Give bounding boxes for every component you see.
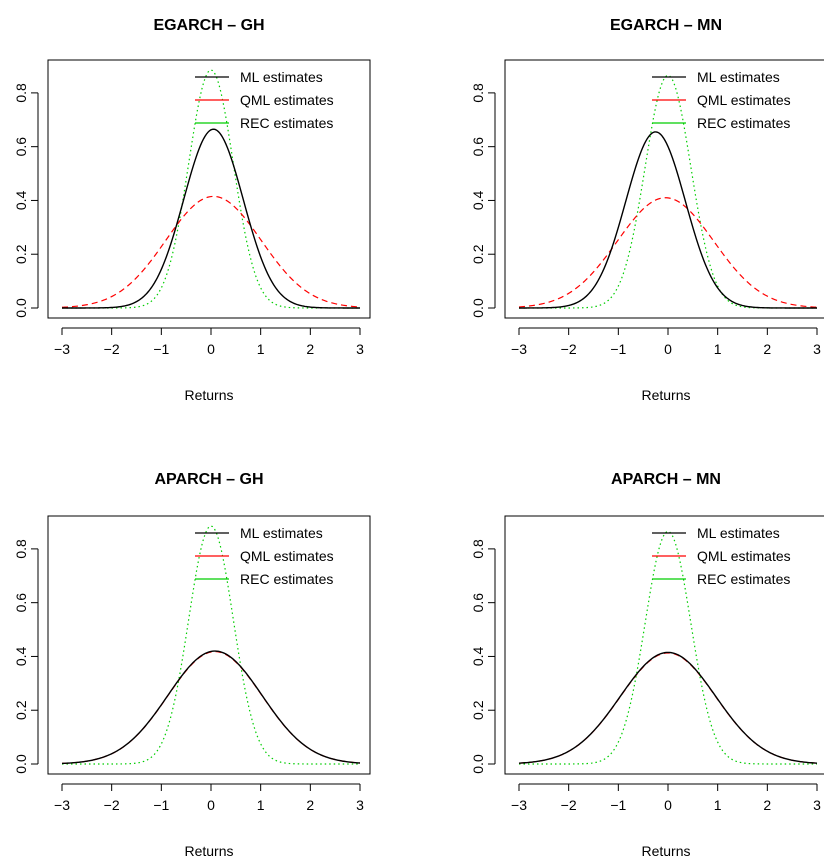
x-tick-label: −3 (511, 341, 527, 357)
series-line-qml (61, 651, 361, 765)
y-tick-label: 0.2 (470, 244, 486, 264)
chart-panel: EGARCH – MN −3 −2 −1 0 1 2 3 0.0 0.2 0.4 0.6 0.8 Retu… (470, 17, 824, 403)
legend-label: QML estimates (240, 92, 334, 108)
legend-label: ML estimates (697, 69, 780, 85)
y-tick-label: 0.4 (470, 191, 486, 211)
x-tick-label: −2 (104, 797, 120, 813)
legend-label: REC estimates (240, 115, 333, 131)
x-tick-label: 2 (763, 341, 771, 357)
series-line-qml (61, 195, 361, 308)
y-tick-label: 0.6 (13, 137, 29, 157)
y-tick-label: 0.8 (13, 539, 29, 559)
y-tick-label: 0.4 (13, 191, 29, 211)
chart-panel: APARCH – MN −3 −2 −1 0 1 2 3 0.0 0.2 0.4 0.6 0.8 Retu… (470, 471, 824, 859)
x-tick-label: −2 (561, 797, 577, 813)
x-tick-label: 3 (813, 341, 821, 357)
y-tick-label: 0.4 (470, 647, 486, 667)
x-axis-label: Returns (641, 387, 690, 403)
x-tick-label: −2 (104, 341, 120, 357)
chart-title: EGARCH – GH (153, 17, 264, 34)
chart-title: EGARCH – MN (610, 17, 722, 34)
plot-frame (47, 59, 371, 319)
y-tick-label: 0.2 (13, 700, 29, 720)
plot-frame (504, 59, 824, 319)
chart-title: APARCH – MN (611, 471, 721, 488)
series-line-rec (519, 530, 817, 765)
x-tick-label: −1 (153, 797, 169, 813)
legend-label: ML estimates (240, 525, 323, 541)
y-tick-label: 0.4 (13, 647, 29, 667)
y-tick-label: 0.2 (13, 244, 29, 264)
series-line-rec (519, 74, 817, 309)
x-tick-label: 1 (714, 797, 722, 813)
x-tick-label: 0 (664, 797, 672, 813)
legend-label: REC estimates (240, 571, 333, 587)
y-tick-label: 0.8 (470, 539, 486, 559)
x-tick-label: 2 (306, 341, 314, 357)
legend-label: ML estimates (697, 525, 780, 541)
y-tick-label: 0.0 (13, 298, 29, 318)
chart-panel: EGARCH – GH −3 −2 −1 0 1 2 3 0.0 0.2 0.4 0.6 0.8 Retu… (13, 17, 371, 403)
legend-label: ML estimates (240, 69, 323, 85)
legend-label: QML estimates (697, 92, 791, 108)
x-tick-label: 1 (714, 341, 722, 357)
y-tick-label: 0.6 (470, 137, 486, 157)
series-line-qml (518, 197, 818, 308)
x-tick-label: −1 (610, 797, 626, 813)
x-tick-label: −3 (54, 797, 70, 813)
x-tick-label: −3 (511, 797, 527, 813)
series-line-qml (518, 652, 818, 764)
series-line-ml (61, 650, 361, 765)
x-tick-label: −1 (610, 341, 626, 357)
x-tick-label: 3 (356, 797, 364, 813)
y-tick-label: 0.0 (13, 754, 29, 774)
x-tick-label: 1 (257, 341, 265, 357)
legend-label: REC estimates (697, 115, 790, 131)
x-axis-label: Returns (184, 843, 233, 859)
legend-label: QML estimates (697, 548, 791, 564)
legend-label: REC estimates (697, 571, 790, 587)
series-line-ml (62, 128, 360, 309)
x-tick-label: 2 (763, 797, 771, 813)
series-line-ml (518, 651, 818, 764)
plot-frame (504, 515, 824, 775)
y-tick-label: 0.8 (470, 83, 486, 103)
x-tick-label: 0 (664, 341, 672, 357)
y-tick-label: 0.6 (470, 593, 486, 613)
x-tick-label: 2 (306, 797, 314, 813)
x-axis-label: Returns (641, 843, 690, 859)
x-tick-label: 3 (356, 341, 364, 357)
y-tick-label: 0.0 (470, 754, 486, 774)
series-line-rec (62, 525, 360, 765)
chart-panel: APARCH – GH −3 −2 −1 0 1 2 3 0.0 0.2 0.4 0.6 0.8 Retu… (13, 471, 371, 859)
chart-title: APARCH – GH (154, 471, 263, 488)
x-tick-label: −3 (54, 341, 70, 357)
x-tick-label: 1 (257, 797, 265, 813)
legend-label: QML estimates (240, 548, 334, 564)
series-line-ml (518, 131, 817, 309)
x-tick-label: −2 (561, 341, 577, 357)
y-tick-label: 0.0 (470, 298, 486, 318)
x-tick-label: 3 (813, 797, 821, 813)
y-tick-label: 0.2 (470, 700, 486, 720)
x-tick-label: 0 (207, 341, 215, 357)
x-tick-label: −1 (153, 341, 169, 357)
y-tick-label: 0.8 (13, 83, 29, 103)
x-tick-label: 0 (207, 797, 215, 813)
y-tick-label: 0.6 (13, 593, 29, 613)
plot-frame (47, 515, 371, 775)
x-axis-label: Returns (184, 387, 233, 403)
